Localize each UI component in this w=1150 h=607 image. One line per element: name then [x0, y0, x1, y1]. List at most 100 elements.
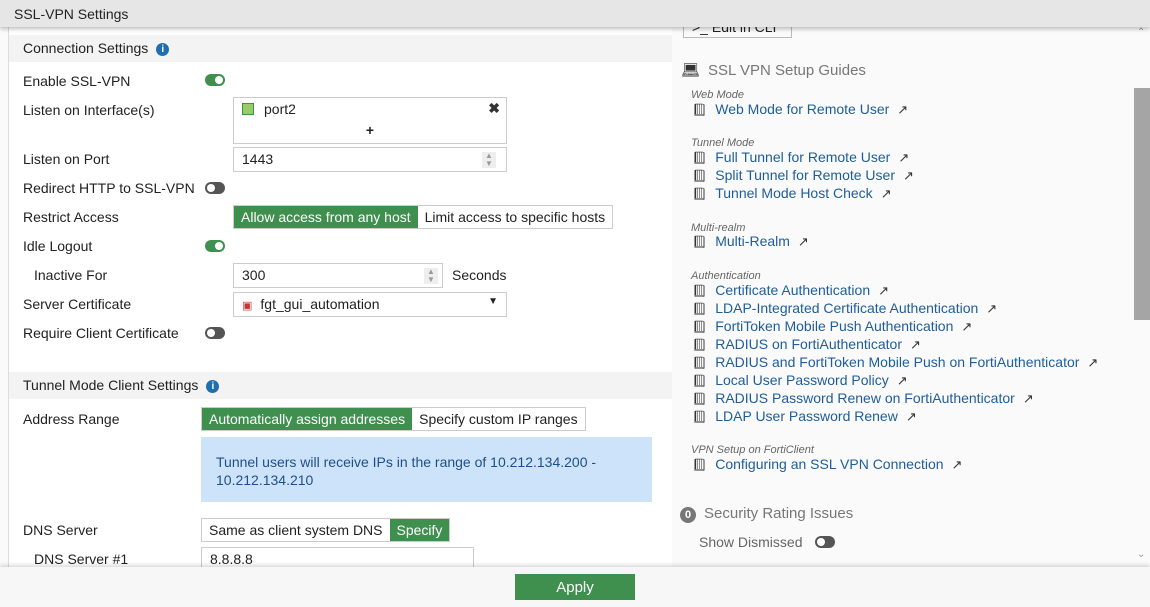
external-link-icon: ↗ — [986, 301, 998, 316]
info-icon[interactable]: i — [156, 43, 170, 56]
external-link-icon: ↗ — [909, 337, 921, 352]
book-icon: 📕︎ — [692, 356, 708, 370]
dropdown-arrow-icon: ▼ — [488, 296, 498, 307]
show-dismissed-toggle[interactable] — [815, 536, 835, 548]
guide-link-text: Full Tunnel for Remote User — [715, 149, 891, 165]
specify-option[interactable]: Specify — [389, 519, 450, 541]
redirect-toggle[interactable] — [205, 182, 225, 194]
footer-bar: Apply — [0, 567, 1150, 607]
guide-link[interactable]: 📕︎ LDAP-Integrated Certificate Authentica… — [692, 300, 997, 317]
spinner-icon[interactable]: ▲ ▼ — [424, 268, 438, 284]
guide-link-text: Multi-Realm — [715, 233, 790, 249]
guide-link[interactable]: 📕︎ Full Tunnel for Remote User ↗ — [692, 149, 909, 166]
window-title-bar: SSL-VPN Settings — [0, 0, 1150, 27]
guide-link[interactable]: 📕︎ LDAP User Password Renew ↗ — [692, 408, 917, 425]
enable-ssl-vpn-toggle[interactable] — [205, 74, 225, 86]
server-certificate-label: Server Certificate — [23, 296, 132, 312]
external-link-icon: ↗ — [1087, 355, 1099, 370]
section-connection-settings: Connection Settings i — [9, 35, 672, 62]
ip-range-info-box: Tunnel users will receive IPs in the ran… — [201, 437, 652, 502]
idle-logout-toggle[interactable] — [205, 240, 225, 252]
external-link-icon: ↗ — [898, 150, 910, 165]
guide-category: VPN Setup on FortiClient — [691, 444, 814, 456]
interface-select[interactable]: port2 ✖ + — [233, 97, 507, 144]
guide-link[interactable]: 📕︎ Configuring an SSL VPN Connection ↗ — [692, 456, 962, 473]
external-link-icon: ↗ — [961, 319, 973, 334]
external-link-icon: ↗ — [878, 283, 890, 298]
edit-in-cli-button[interactable]: >_ Edit in CLI — [683, 27, 792, 38]
terminal-icon: >_ — [692, 27, 712, 35]
inactive-for-label: Inactive For — [34, 267, 108, 283]
listen-port-label: Listen on Port — [23, 151, 110, 167]
guide-link-text: Tunnel Mode Host Check — [715, 185, 873, 201]
external-link-icon: ↗ — [797, 234, 809, 249]
port-value: 1443 — [242, 151, 274, 167]
inactive-value: 300 — [242, 267, 266, 283]
listen-port-input[interactable]: 1443 ▲ ▼ — [233, 147, 507, 172]
book-icon: 📕︎ — [692, 374, 708, 388]
guide-link[interactable]: 📕︎ RADIUS on FortiAuthenticator ↗ — [692, 336, 921, 353]
book-icon: 📕︎ — [692, 187, 708, 201]
window-title: SSL-VPN Settings — [14, 6, 129, 22]
book-icon: 📕︎ — [692, 320, 708, 334]
security-title: Security Rating Issues — [704, 505, 854, 522]
dns-server-selector: Same as client system DNS Specify — [201, 518, 451, 542]
allow-any-host-option[interactable]: Allow access from any host — [234, 206, 418, 228]
scrollbar[interactable]: ⌃ ⌄ — [1133, 27, 1150, 567]
book-icon: 📕︎ — [692, 169, 708, 183]
scroll-down-icon[interactable]: ⌄ — [1137, 549, 1146, 560]
guide-link[interactable]: 📕︎ RADIUS Password Renew on FortiAuthenti… — [692, 390, 1034, 407]
guides-title-text: SSL VPN Setup Guides — [708, 62, 866, 79]
limit-hosts-option[interactable]: Limit access to specific hosts — [417, 206, 613, 228]
guide-category: Tunnel Mode — [691, 137, 755, 149]
external-link-icon: ↗ — [880, 186, 892, 201]
book-icon: 📕︎ — [692, 235, 708, 249]
security-rating-issues: 0 Security Rating Issues — [680, 505, 853, 523]
scroll-up-icon[interactable]: ⌃ — [1137, 27, 1146, 38]
apply-button[interactable]: Apply — [515, 574, 635, 600]
external-link-icon: ↗ — [897, 102, 909, 117]
section-tunnel-mode: Tunnel Mode Client Settings i — [9, 372, 672, 399]
guide-category: Authentication — [691, 270, 761, 282]
book-icon: 📕︎ — [692, 302, 708, 316]
dns1-input[interactable]: 8.8.8.8 — [201, 547, 474, 567]
external-link-icon: ↗ — [902, 168, 914, 183]
redirect-label: Redirect HTTP to SSL-VPN — [23, 180, 195, 196]
external-link-icon: ↗ — [905, 409, 917, 424]
guide-link[interactable]: 📕︎ RADIUS and FortiToken Mobile Push on F… — [692, 354, 1098, 371]
guide-link-text: RADIUS on FortiAuthenticator — [715, 336, 902, 352]
issue-count-badge: 0 — [680, 507, 696, 523]
guide-link-text: LDAP User Password Renew — [715, 408, 898, 424]
address-range-label: Address Range — [23, 411, 120, 427]
add-interface-button[interactable]: + — [365, 122, 375, 138]
guide-link-text: RADIUS Password Renew on FortiAuthentica… — [715, 390, 1015, 406]
guide-link[interactable]: 📕︎ Web Mode for Remote User ↗ — [692, 101, 908, 118]
guide-link[interactable]: 📕︎ Local User Password Policy ↗ — [692, 372, 908, 389]
dns-server-label: DNS Server — [23, 522, 98, 538]
guide-link-text: FortiToken Mobile Push Authentication — [715, 318, 954, 334]
guide-link[interactable]: 📕︎ Multi-Realm ↗ — [692, 233, 809, 250]
setup-guides-title: 💻︎ SSL VPN Setup Guides — [681, 61, 866, 79]
server-certificate-select[interactable]: ▣ fgt_gui_automation ▼ — [233, 292, 507, 317]
guide-link-text: LDAP-Integrated Certificate Authenticati… — [715, 300, 979, 316]
book-icon: 📕︎ — [692, 284, 708, 298]
guide-link[interactable]: 📕︎ Tunnel Mode Host Check ↗ — [692, 185, 892, 202]
restrict-access-label: Restrict Access — [23, 209, 119, 225]
interface-value: port2 — [264, 101, 296, 117]
guide-link[interactable]: 📕︎ Certificate Authentication ↗ — [692, 282, 889, 299]
same-as-client-option[interactable]: Same as client system DNS — [202, 519, 390, 541]
guide-link[interactable]: 📕︎ Split Tunnel for Remote User ↗ — [692, 167, 914, 184]
remove-icon[interactable]: ✖ — [488, 100, 500, 116]
guide-category: Multi-realm — [691, 222, 746, 234]
scrollbar-thumb[interactable] — [1134, 88, 1150, 320]
client-cert-toggle[interactable] — [205, 327, 225, 339]
guide-link[interactable]: 📕︎ FortiToken Mobile Push Authentication ↗ — [692, 318, 972, 335]
external-link-icon: ↗ — [951, 457, 963, 472]
custom-ranges-option[interactable]: Specify custom IP ranges — [412, 408, 585, 430]
spinner-icon[interactable]: ▲ ▼ — [482, 152, 496, 168]
auto-assign-option[interactable]: Automatically assign addresses — [202, 408, 413, 430]
info-icon[interactable]: i — [206, 380, 220, 393]
address-range-selector: Automatically assign addresses Specify cu… — [201, 407, 586, 431]
book-icon: 📕︎ — [692, 458, 708, 472]
inactive-for-input[interactable]: 300 ▲ ▼ — [233, 263, 443, 288]
